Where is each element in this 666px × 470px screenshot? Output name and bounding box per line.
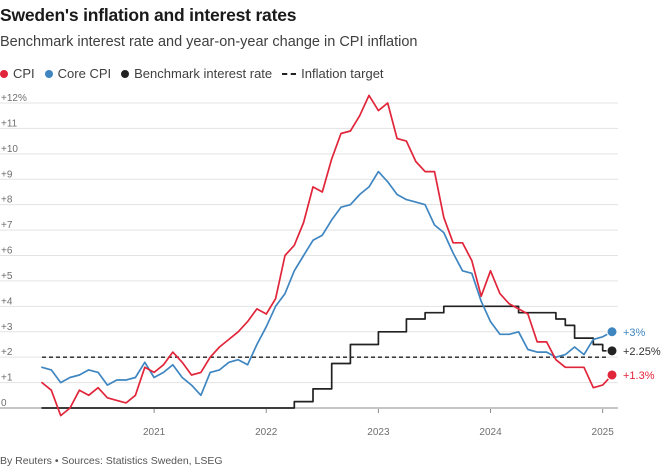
cpi-line	[41, 94, 613, 417]
legend-label-inflation-target: Inflation target	[301, 66, 384, 81]
y-tick-label: +4	[1, 296, 13, 307]
y-tick-label: +6	[1, 246, 13, 257]
benchmark-rate-line	[41, 305, 613, 409]
x-axis: 2021 2022 2023 2024 2025	[143, 409, 614, 438]
y-tick-label: 0	[1, 398, 7, 409]
source-footer: By Reuters • Sources: Statistics Sweden,…	[0, 455, 223, 467]
x-tick-label: 2024	[479, 427, 502, 438]
series-lines	[41, 94, 613, 417]
x-tick-label: 2021	[143, 427, 166, 438]
core-cpi-line	[41, 170, 613, 397]
legend-label-cpi: CPI	[13, 66, 35, 81]
x-tick-label: 2025	[592, 427, 615, 438]
legend-swatch-core-cpi	[44, 69, 53, 78]
chart-subtitle: Benchmark interest rate and year-on-year…	[0, 34, 418, 50]
x-tick-label: 2023	[367, 427, 390, 438]
end-markers: +1.3% +3% +2.25%	[606, 326, 661, 382]
y-tick-label: +9	[1, 169, 13, 180]
chart-title: Sweden's inflation and interest rates	[0, 5, 297, 25]
y-tick-label: +1	[1, 373, 13, 384]
legend-item-inflation-target: Inflation target	[282, 66, 384, 81]
legend-item-cpi: CPI	[0, 66, 35, 81]
benchmark-rate-end-marker	[606, 345, 618, 357]
x-tick-label: 2022	[255, 427, 278, 438]
legend-swatch-inflation-target	[282, 72, 297, 75]
y-tick-label: +10	[1, 144, 18, 155]
y-tick-label: +8	[1, 195, 13, 206]
legend-item-benchmark-rate: Benchmark interest rate	[121, 66, 272, 81]
legend-swatch-benchmark-rate	[121, 69, 130, 78]
y-tick-label: +12%	[1, 93, 27, 104]
cpi-end-label: +1.3%	[623, 370, 655, 382]
core-cpi-end-marker	[606, 326, 618, 338]
y-tick-label: +11	[1, 118, 18, 129]
legend-item-core-cpi: Core CPI	[44, 66, 112, 81]
legend-label-core-cpi: Core CPI	[57, 66, 112, 81]
benchmark-rate-end-label: +2.25%	[623, 346, 661, 358]
y-tick-label: +7	[1, 220, 13, 231]
chart-legend: CPI Core CPI Benchmark interest rate Inf…	[0, 66, 394, 81]
gridlines: +12%+11+10+9+8+7+6+5+4+3+2+10	[0, 93, 618, 409]
legend-swatch-cpi	[0, 69, 8, 78]
y-tick-label: +2	[1, 347, 13, 358]
legend-label-benchmark-rate: Benchmark interest rate	[134, 66, 273, 81]
y-tick-label: +3	[1, 322, 13, 333]
y-tick-label: +5	[1, 271, 13, 282]
core-cpi-end-label: +3%	[623, 327, 646, 339]
cpi-end-marker	[606, 369, 618, 381]
